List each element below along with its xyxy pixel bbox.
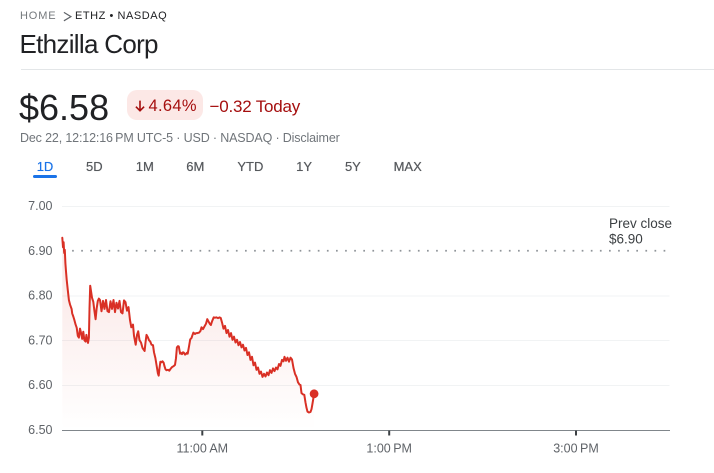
svg-text:6.60: 6.60 bbox=[28, 378, 52, 392]
svg-text:6.80: 6.80 bbox=[28, 289, 52, 303]
svg-text:$6.90: $6.90 bbox=[609, 232, 643, 247]
svg-text:3:00 PM: 3:00 PM bbox=[553, 442, 599, 456]
svg-text:6.90: 6.90 bbox=[28, 244, 52, 258]
svg-text:6.50: 6.50 bbox=[28, 423, 52, 437]
svg-text:1:00 PM: 1:00 PM bbox=[366, 442, 412, 456]
svg-text:Prev close: Prev close bbox=[609, 216, 672, 231]
svg-text:6.70: 6.70 bbox=[28, 333, 52, 347]
svg-text:11:00 AM: 11:00 AM bbox=[176, 442, 228, 456]
svg-text:7.00: 7.00 bbox=[28, 199, 52, 213]
